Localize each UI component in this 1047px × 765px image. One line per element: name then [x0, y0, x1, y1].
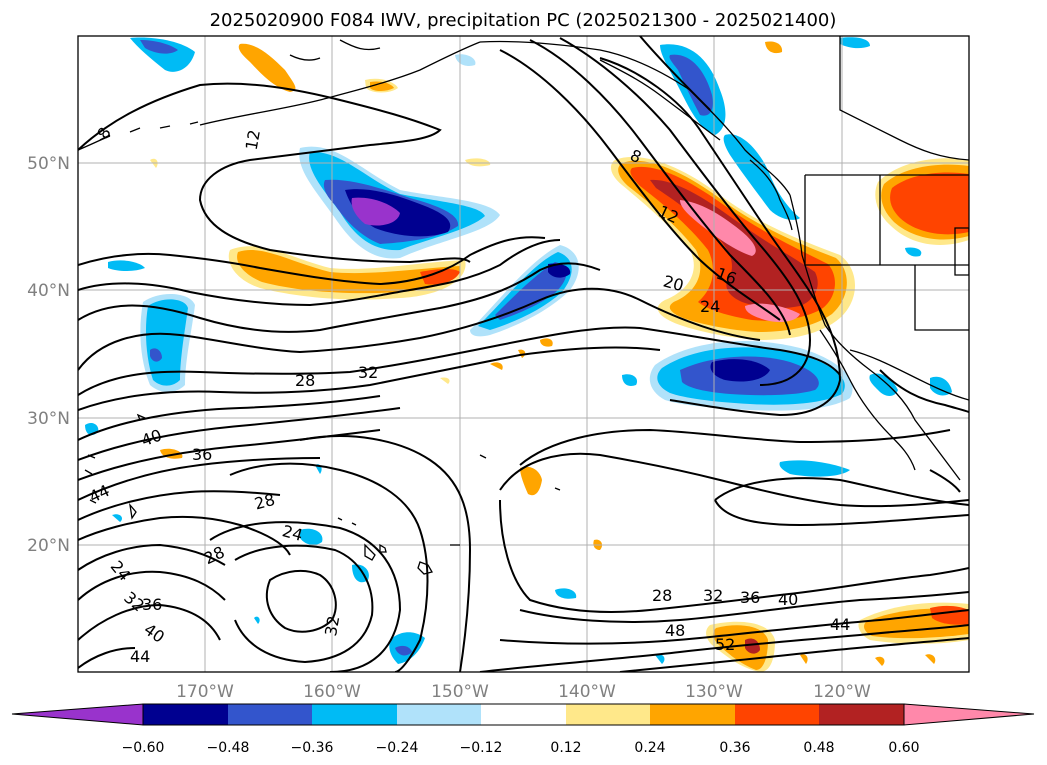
lon-labels: 170°W 160°W 150°W 140°W 130°W 120°W [176, 682, 871, 702]
contour-label: 44 [830, 615, 850, 634]
contour-label: 44 [130, 647, 150, 666]
contour-label: 32 [358, 363, 378, 382]
colorbar-segment [819, 704, 904, 725]
lat-label: 50°N [27, 154, 70, 174]
colorbar-tick: −0.60 [122, 740, 165, 756]
contour-label: 52 [715, 635, 735, 654]
lon-label: 120°W [813, 682, 871, 702]
contour-label: 36 [192, 445, 212, 464]
colorbar [11, 703, 1035, 726]
contour-label: 40 [778, 590, 798, 609]
colorbar-segment [566, 704, 650, 725]
contour-label: 24 [280, 521, 305, 545]
contour-label: 28 [295, 371, 315, 390]
lat-lon-grid [78, 36, 969, 672]
precip-shading [85, 37, 969, 672]
contour-label: 36 [142, 595, 162, 614]
colorbar-tick: 0.60 [888, 740, 919, 756]
colorbar-tick: 0.48 [803, 740, 834, 756]
colorbar-tick: 0.36 [719, 740, 750, 756]
colorbar-segment [481, 704, 566, 725]
colorbar-segment [228, 704, 312, 725]
colorbar-tick: 0.24 [634, 740, 665, 756]
colorbar-segment [397, 704, 481, 725]
colorbar-tick: −0.12 [460, 740, 503, 756]
contour-label: 32 [321, 614, 343, 637]
contour-label: 28 [252, 490, 277, 514]
contour-label: 20 [661, 272, 686, 296]
colorbar-tick: −0.48 [207, 740, 250, 756]
lat-label: 40°N [27, 281, 70, 301]
colorbar-arrow-left [11, 703, 144, 726]
lat-label: 20°N [27, 536, 70, 556]
contour-label: 24 [700, 297, 720, 316]
colorbar-arrow-right [903, 703, 1035, 726]
lat-labels: 50°N 40°N 30°N 20°N [27, 154, 70, 556]
lon-label: 130°W [685, 682, 743, 702]
colorbar-tick: −0.36 [291, 740, 334, 756]
contour-label: 48 [665, 621, 685, 640]
iwv-contours [78, 36, 969, 672]
contour-label: 28 [652, 586, 672, 605]
colorbar-segment [143, 704, 228, 725]
contour-label: 32 [703, 586, 723, 605]
colorbar-ticks: −0.60 −0.48 −0.36 −0.24 −0.12 0.12 0.24 … [122, 740, 920, 756]
lon-label: 170°W [176, 682, 234, 702]
map-frame [77, 35, 970, 673]
lon-label: 140°W [558, 682, 616, 702]
colorbar-segment [735, 704, 819, 725]
lon-label: 150°W [431, 682, 489, 702]
colorbar-outline [142, 703, 905, 726]
map-title: 2025020900 F084 IWV, precipitation PC (2… [210, 10, 837, 31]
contour-label: 36 [740, 588, 760, 607]
lat-label: 30°N [27, 409, 70, 429]
colorbar-segment [312, 704, 397, 725]
contour-label: 12 [242, 128, 264, 151]
colorbar-tick: −0.24 [376, 740, 419, 756]
colorbar-tick: 0.12 [550, 740, 581, 756]
colorbar-segment [650, 704, 735, 725]
lon-label: 160°W [303, 682, 361, 702]
